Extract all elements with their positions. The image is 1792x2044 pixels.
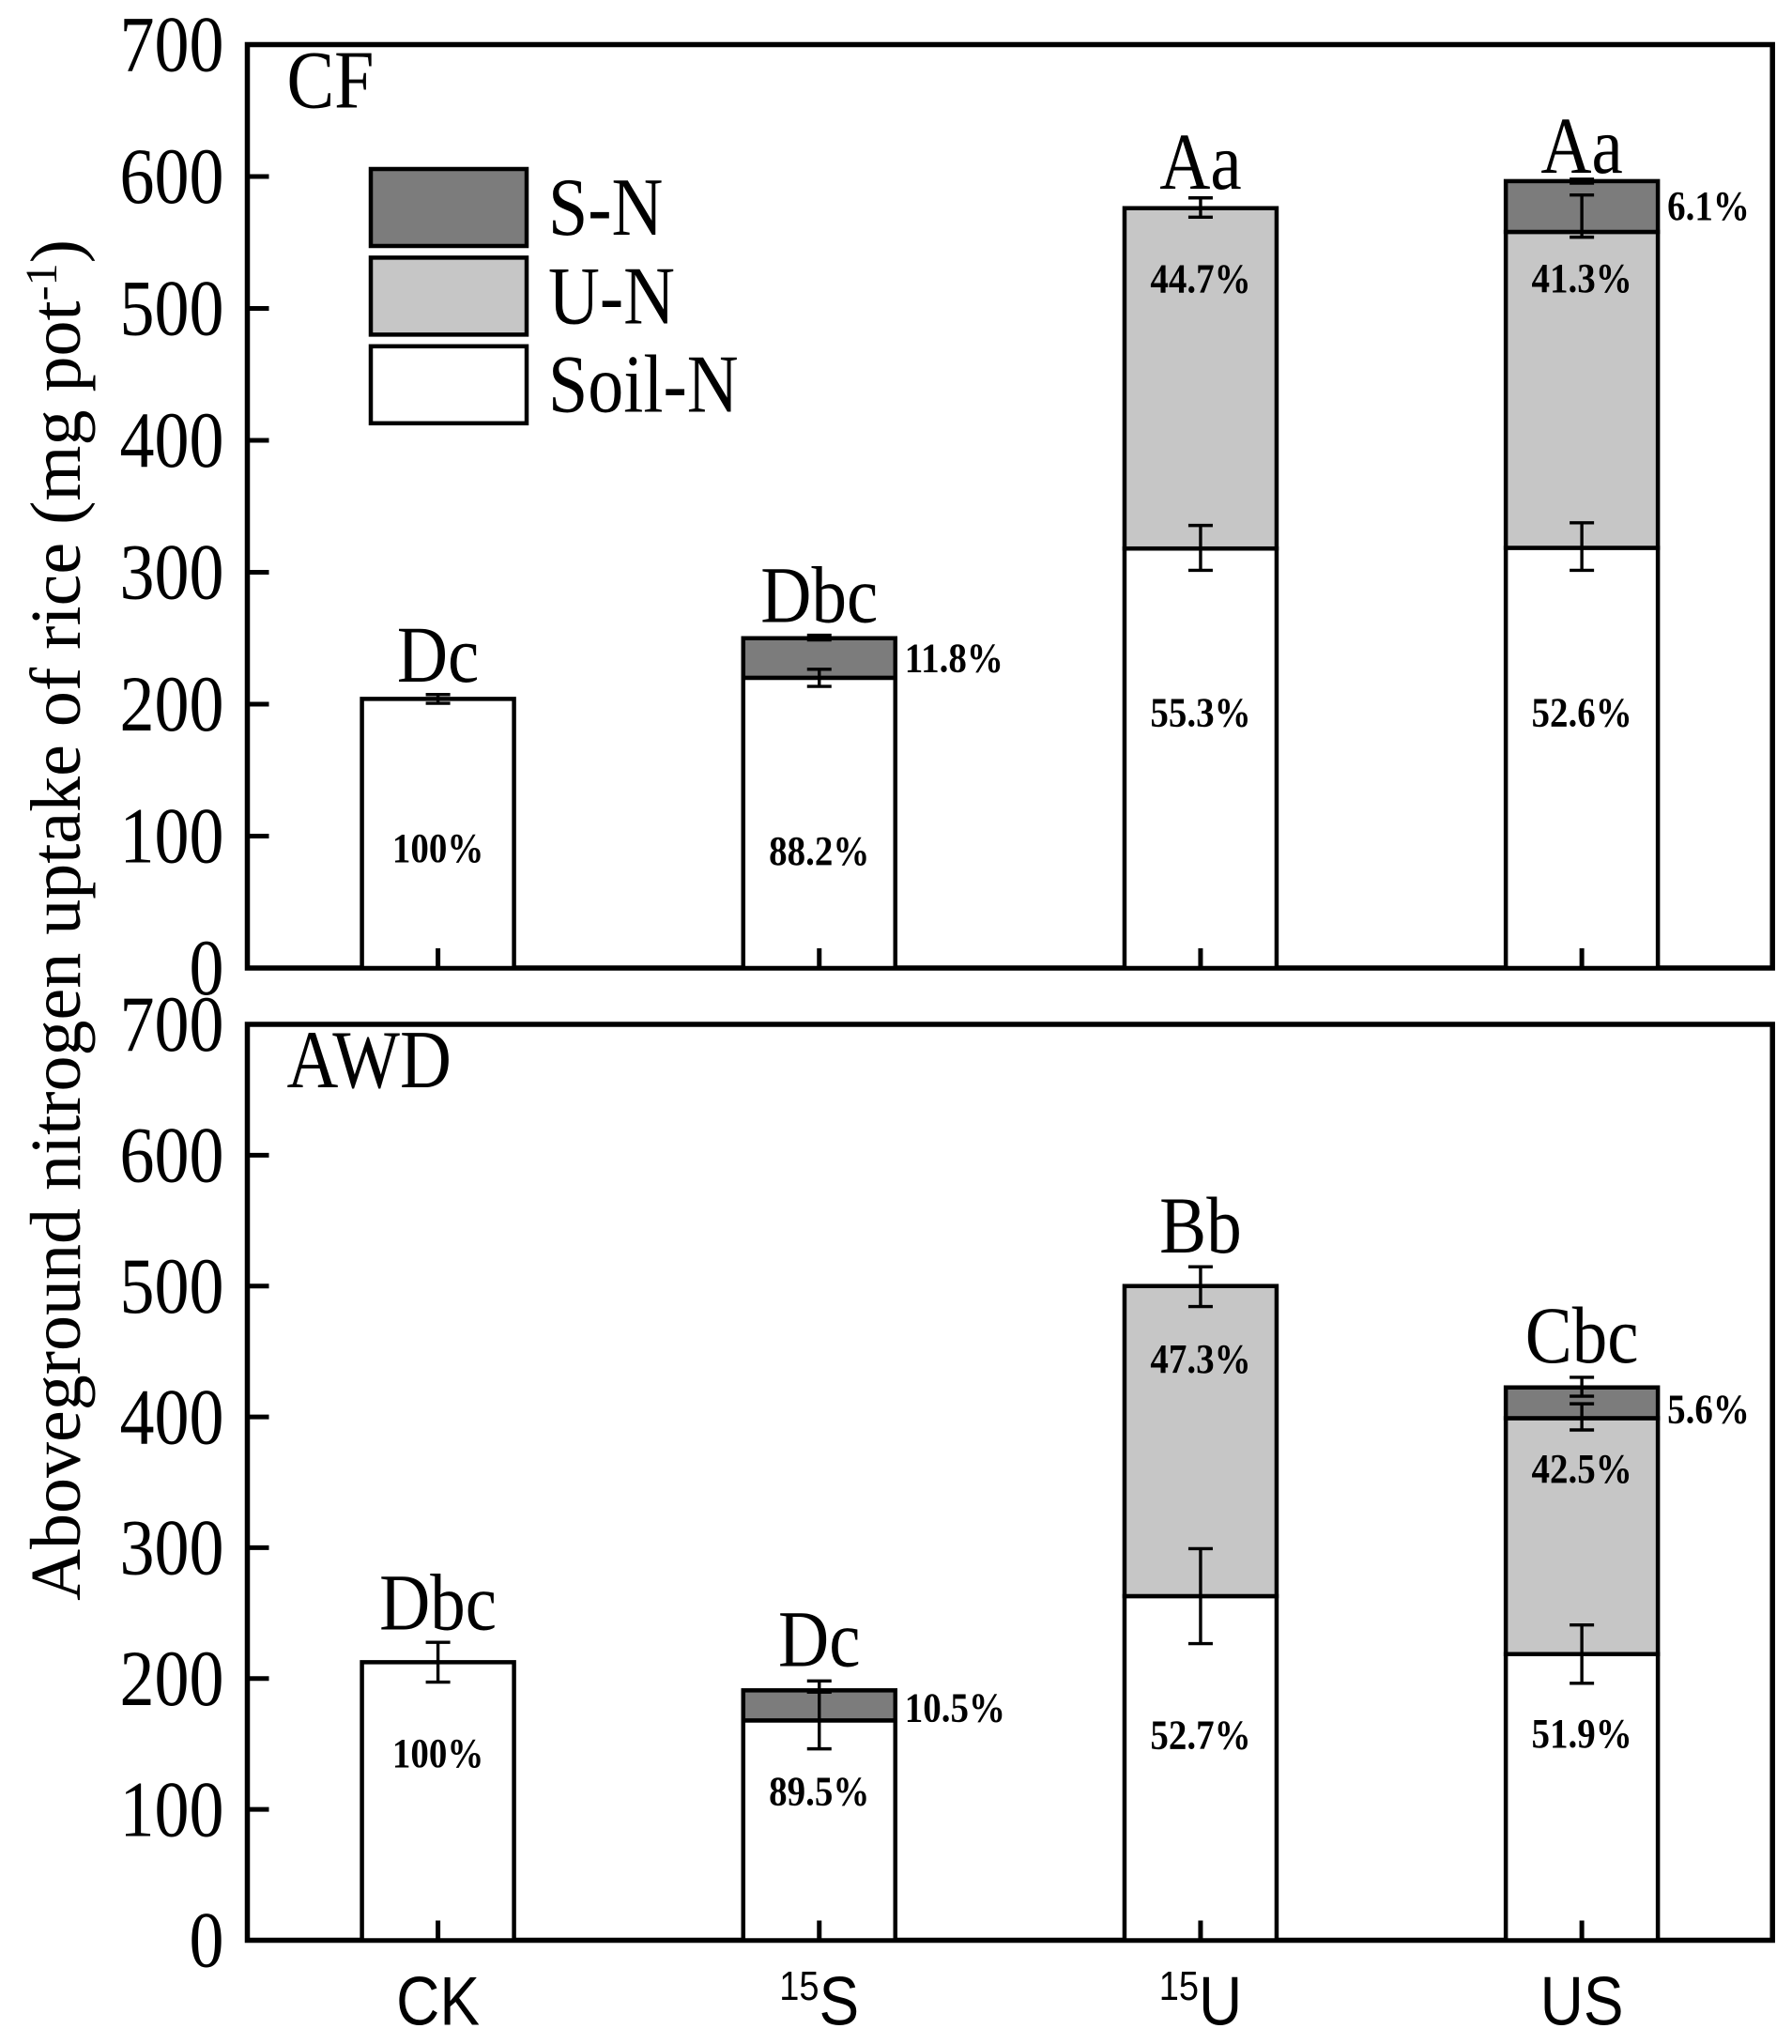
legend-swatch-soil [368, 344, 529, 426]
pct-label-CF-15U-0: 55.3% [1150, 690, 1250, 736]
pct-label-AWD-US-1: 42.5% [1532, 1447, 1632, 1493]
y-tick-label-AWD-400: 400 [120, 1374, 224, 1462]
letter-label-CF-CK: Dc [397, 610, 479, 699]
bar-segment-CF-US-un [1503, 229, 1661, 550]
y-tick-label-AWD-200: 200 [120, 1635, 224, 1723]
y-tick-label-CF-400: 400 [120, 396, 224, 484]
y-tick-label-CF-0: 0 [189, 924, 223, 1012]
pct-label-AWD-15S-0: 89.5% [769, 1769, 869, 1815]
pct-label-AWD-CK-0: 100% [392, 1731, 483, 1777]
bar-segment-AWD-15S-soil [741, 1718, 898, 1943]
pct-label-AWD-15U-1: 47.3% [1150, 1336, 1250, 1382]
legend-swatch-un [368, 255, 529, 337]
x-category-label-15S: 15S [779, 1962, 859, 2039]
pct-label-CF-15U-1: 44.7% [1150, 256, 1250, 302]
letter-label-AWD-CK: Dbc [379, 1559, 497, 1648]
legend-label-soil: Soil-N [548, 339, 739, 430]
x-category-label-15U: 15U [1159, 1962, 1242, 2039]
y-tick-label-AWD-700: 700 [120, 980, 224, 1068]
y-tick-label-AWD-0: 0 [189, 1897, 223, 1985]
y-tick-label-CF-600: 600 [120, 132, 224, 221]
letter-label-CF-15S: Dbc [760, 551, 878, 640]
letter-label-AWD-US: Cbc [1525, 1291, 1639, 1380]
pct-side-label-CF-15S-0: 11.8% [905, 636, 1003, 682]
panel-frame-CF [244, 41, 1775, 971]
pct-side-label-AWD-US-0: 5.6% [1667, 1387, 1750, 1433]
y-tick-label-AWD-500: 500 [120, 1242, 224, 1330]
bar-segment-AWD-15U-un [1122, 1283, 1279, 1599]
y-tick-label-CF-700: 700 [120, 1, 224, 89]
letter-label-CF-US: Aa [1540, 101, 1622, 191]
legend-label-sn: S-N [548, 161, 663, 253]
bar-segment-CF-15U-un [1122, 206, 1279, 551]
legend-label-un: U-N [548, 250, 675, 341]
y-tick-label-AWD-300: 300 [120, 1504, 224, 1592]
panel-label-AWD: AWD [287, 1014, 452, 1105]
panel-frame-AWD [244, 1022, 1775, 1944]
pct-label-AWD-US-0: 51.9% [1532, 1712, 1632, 1758]
bar-segment-AWD-15U-soil [1122, 1593, 1279, 1943]
pct-label-AWD-15U-0: 52.7% [1150, 1713, 1250, 1759]
panel-label-CF: CF [287, 35, 375, 126]
bar-segment-CF-CK-soil [360, 697, 516, 971]
pct-side-label-AWD-15S-0: 10.5% [905, 1685, 1005, 1731]
bar-segment-CF-US-soil [1503, 546, 1661, 971]
bar-segment-CF-15S-soil [741, 675, 898, 971]
y-tick-label-CF-300: 300 [120, 529, 224, 617]
y-tick-label-AWD-100: 100 [120, 1766, 224, 1854]
pct-side-label-CF-US-0: 6.1% [1667, 183, 1750, 229]
bar-segment-AWD-US-soil [1503, 1652, 1661, 1943]
bar-segment-CF-15U-soil [1122, 546, 1279, 971]
y-tick-label-CF-100: 100 [120, 792, 224, 881]
x-category-label-US: US [1540, 1962, 1624, 2039]
y-tick-label-CF-200: 200 [120, 660, 224, 748]
letter-label-CF-15U: Aa [1159, 117, 1241, 207]
pct-label-CF-15S-0: 88.2% [769, 828, 869, 874]
y-tick-label-CF-500: 500 [120, 265, 224, 353]
pct-label-CF-CK-0: 100% [392, 826, 483, 872]
letter-label-AWD-15S: Dc [778, 1595, 860, 1684]
pct-label-CF-US-0: 52.6% [1532, 690, 1632, 736]
y-tick-label-AWD-600: 600 [120, 1112, 224, 1200]
legend-swatch-sn [368, 166, 529, 249]
x-category-label-CK: CK [396, 1962, 480, 2039]
y-axis-title: Aboveground nitrogen uptake of rice (mg … [17, 239, 96, 1601]
bar-segment-AWD-CK-soil [360, 1660, 516, 1943]
pct-label-CF-US-1: 41.3% [1532, 256, 1632, 302]
letter-label-AWD-15U: Bb [1159, 1181, 1242, 1270]
